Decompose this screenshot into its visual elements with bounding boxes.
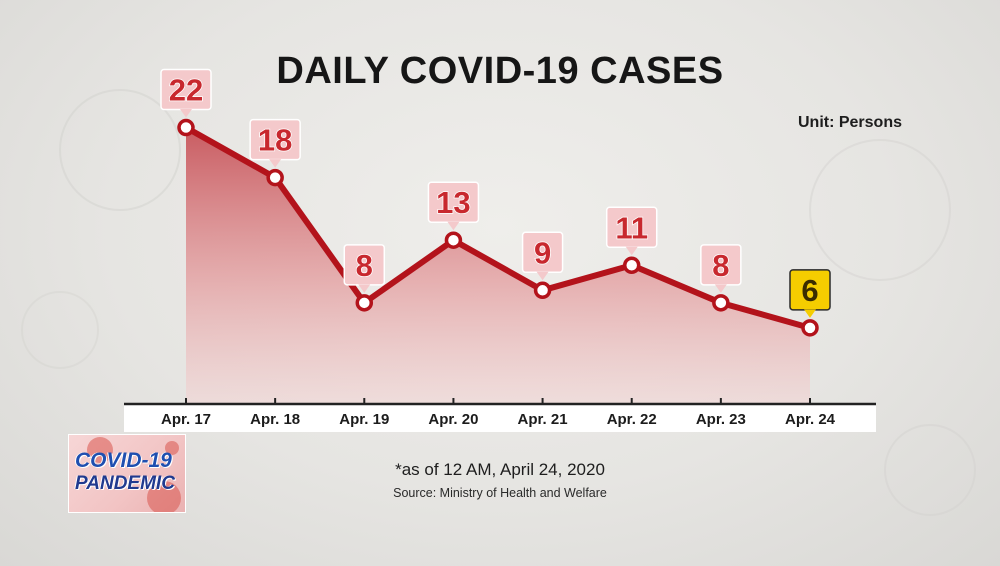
footnote: *as of 12 AM, April 24, 2020 <box>395 460 605 479</box>
data-label-callout: 8 <box>343 244 386 293</box>
area-fill <box>186 127 810 404</box>
data-point <box>266 168 284 187</box>
data-point <box>712 294 730 312</box>
data-label-callout: 6 <box>789 269 831 318</box>
data-label-text: 11 <box>615 210 648 245</box>
data-label-pointer <box>447 221 460 231</box>
series-line <box>183 124 813 331</box>
data-label-pointer <box>625 246 638 256</box>
data-label-text: 22 <box>169 73 203 108</box>
data-label-pointer <box>536 271 549 281</box>
data-point <box>355 294 374 312</box>
covid-pandemic-logo: COVID-19 PANDEMIC <box>68 434 186 513</box>
data-label-text: 8 <box>712 248 729 283</box>
data-label-callout: 22 <box>160 68 212 118</box>
x-tick-label: Apr. 23 <box>696 411 746 428</box>
logo-line1: COVID-19 <box>75 449 172 472</box>
x-tick-label: Apr. 17 <box>161 411 211 428</box>
data-label-text: 13 <box>436 185 470 220</box>
data-point <box>177 118 195 137</box>
data-point <box>444 231 463 249</box>
data-label-text: 18 <box>258 123 292 158</box>
data-label-text: 6 <box>801 273 818 308</box>
virus-icon <box>165 441 179 455</box>
data-label-text: 9 <box>534 235 551 270</box>
data-point <box>801 319 819 337</box>
data-label-text: 8 <box>356 248 373 283</box>
data-label-callout: 9 <box>521 231 564 281</box>
x-tick-label: Apr. 20 <box>428 411 478 428</box>
data-label-callout: 13 <box>427 181 480 231</box>
x-tick-label: Apr. 18 <box>250 411 300 428</box>
data-point <box>622 256 641 275</box>
x-tick-label: Apr. 21 <box>518 411 568 428</box>
virus-icon <box>87 437 113 463</box>
logo-line2: PANDEMIC <box>75 473 175 494</box>
chart-title: DAILY COVID-19 CASES <box>276 50 724 92</box>
data-label-pointer <box>358 284 371 293</box>
data-label-callout: 8 <box>700 244 742 293</box>
data-label-callout: 18 <box>249 118 301 168</box>
x-tick-label: Apr. 19 <box>339 411 389 428</box>
data-label-pointer <box>804 309 816 318</box>
virus-icon <box>147 481 181 512</box>
x-tick-label: Apr. 22 <box>607 411 657 428</box>
x-axis-band <box>124 403 876 432</box>
x-tick-label: Apr. 24 <box>785 411 836 428</box>
source-note: Source: Ministry of Health and Welfare <box>393 486 607 500</box>
data-label-callout: 11 <box>605 206 658 256</box>
data-label-pointer <box>180 109 192 118</box>
data-point <box>533 281 552 300</box>
unit-label: Unit: Persons <box>797 114 902 131</box>
data-label-pointer <box>269 159 282 168</box>
data-label-pointer <box>714 284 727 293</box>
